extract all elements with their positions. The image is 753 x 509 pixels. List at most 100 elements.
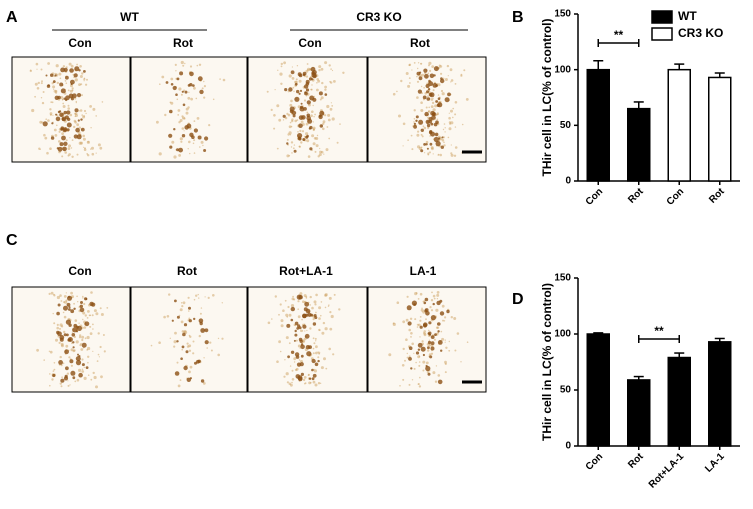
cell xyxy=(426,90,429,94)
fiber xyxy=(418,383,420,385)
fiber xyxy=(309,304,312,306)
cell xyxy=(198,318,204,324)
cell xyxy=(71,333,76,337)
group-label: WT xyxy=(120,10,139,24)
cell xyxy=(89,301,94,307)
fiber xyxy=(452,107,455,110)
fiber xyxy=(193,120,196,122)
fiber xyxy=(168,293,171,296)
cell xyxy=(297,72,302,77)
fiber xyxy=(278,118,282,122)
fiber xyxy=(80,342,82,345)
fiber xyxy=(78,322,80,324)
fiber xyxy=(315,144,319,148)
fiber xyxy=(466,341,469,344)
cell xyxy=(415,119,418,123)
cell xyxy=(79,307,85,313)
fiber xyxy=(417,130,420,133)
cell xyxy=(425,143,428,146)
cell xyxy=(70,370,76,376)
cell xyxy=(296,327,300,330)
fiber xyxy=(430,352,434,355)
cell xyxy=(178,147,184,153)
cell xyxy=(318,114,323,120)
fiber xyxy=(440,89,444,93)
fiber xyxy=(430,309,434,312)
cell xyxy=(437,97,441,100)
fiber xyxy=(305,297,308,299)
fiber xyxy=(95,152,97,154)
fiber xyxy=(63,301,65,304)
condition-label: Con xyxy=(68,36,91,50)
cell xyxy=(75,330,79,333)
fiber xyxy=(299,292,303,296)
cell xyxy=(427,340,432,345)
legend-swatch xyxy=(651,27,673,41)
fiber xyxy=(195,97,198,100)
panel-letter: B xyxy=(512,9,524,26)
fiber xyxy=(34,95,36,98)
fiber xyxy=(202,382,206,385)
cell xyxy=(77,119,80,122)
fiber xyxy=(326,126,329,128)
y-axis-label: THir cell in LC(% of control) xyxy=(540,18,554,176)
cell xyxy=(306,100,311,105)
cell xyxy=(58,360,63,365)
fiber xyxy=(320,314,322,317)
cell xyxy=(78,69,81,72)
fiber xyxy=(448,116,451,120)
fiber xyxy=(29,69,32,73)
fiber xyxy=(404,359,406,362)
cell xyxy=(424,111,429,117)
fiber xyxy=(176,98,179,101)
fiber xyxy=(327,113,331,117)
cell xyxy=(60,378,65,383)
fiber xyxy=(324,88,327,91)
fiber xyxy=(320,96,324,100)
fiber xyxy=(188,140,191,144)
fiber xyxy=(61,155,64,158)
fiber xyxy=(320,366,324,370)
cell xyxy=(308,77,313,81)
fiber xyxy=(212,294,215,297)
fiber xyxy=(181,127,185,130)
fiber xyxy=(175,70,177,72)
fiber xyxy=(327,118,331,122)
fiber xyxy=(431,101,435,105)
fiber xyxy=(418,385,422,388)
fiber xyxy=(90,378,93,381)
cell xyxy=(290,318,294,322)
fiber xyxy=(192,352,195,355)
cell xyxy=(296,89,300,94)
cell xyxy=(406,305,412,311)
fiber xyxy=(297,105,301,109)
fiber xyxy=(415,361,417,364)
cell xyxy=(430,315,436,321)
cell xyxy=(423,68,428,73)
fiber xyxy=(91,152,95,156)
fiber xyxy=(318,352,320,355)
fiber xyxy=(450,81,452,83)
cell xyxy=(65,366,69,371)
fiber xyxy=(422,369,425,372)
fiber xyxy=(422,125,425,127)
fiber xyxy=(296,119,299,121)
cell xyxy=(203,149,207,152)
condition-label: Rot+LA-1 xyxy=(279,264,333,278)
fiber xyxy=(79,344,82,347)
cell xyxy=(286,323,291,328)
fiber xyxy=(200,140,204,144)
cell xyxy=(199,89,204,95)
cell xyxy=(309,125,313,130)
fiber xyxy=(197,293,199,296)
cell xyxy=(298,92,301,95)
fiber xyxy=(416,80,420,83)
fiber xyxy=(314,303,317,306)
fiber xyxy=(99,146,103,150)
fiber xyxy=(217,337,220,340)
fiber xyxy=(67,154,70,157)
fiber xyxy=(427,153,430,156)
fiber xyxy=(178,87,182,91)
fiber xyxy=(53,294,56,297)
